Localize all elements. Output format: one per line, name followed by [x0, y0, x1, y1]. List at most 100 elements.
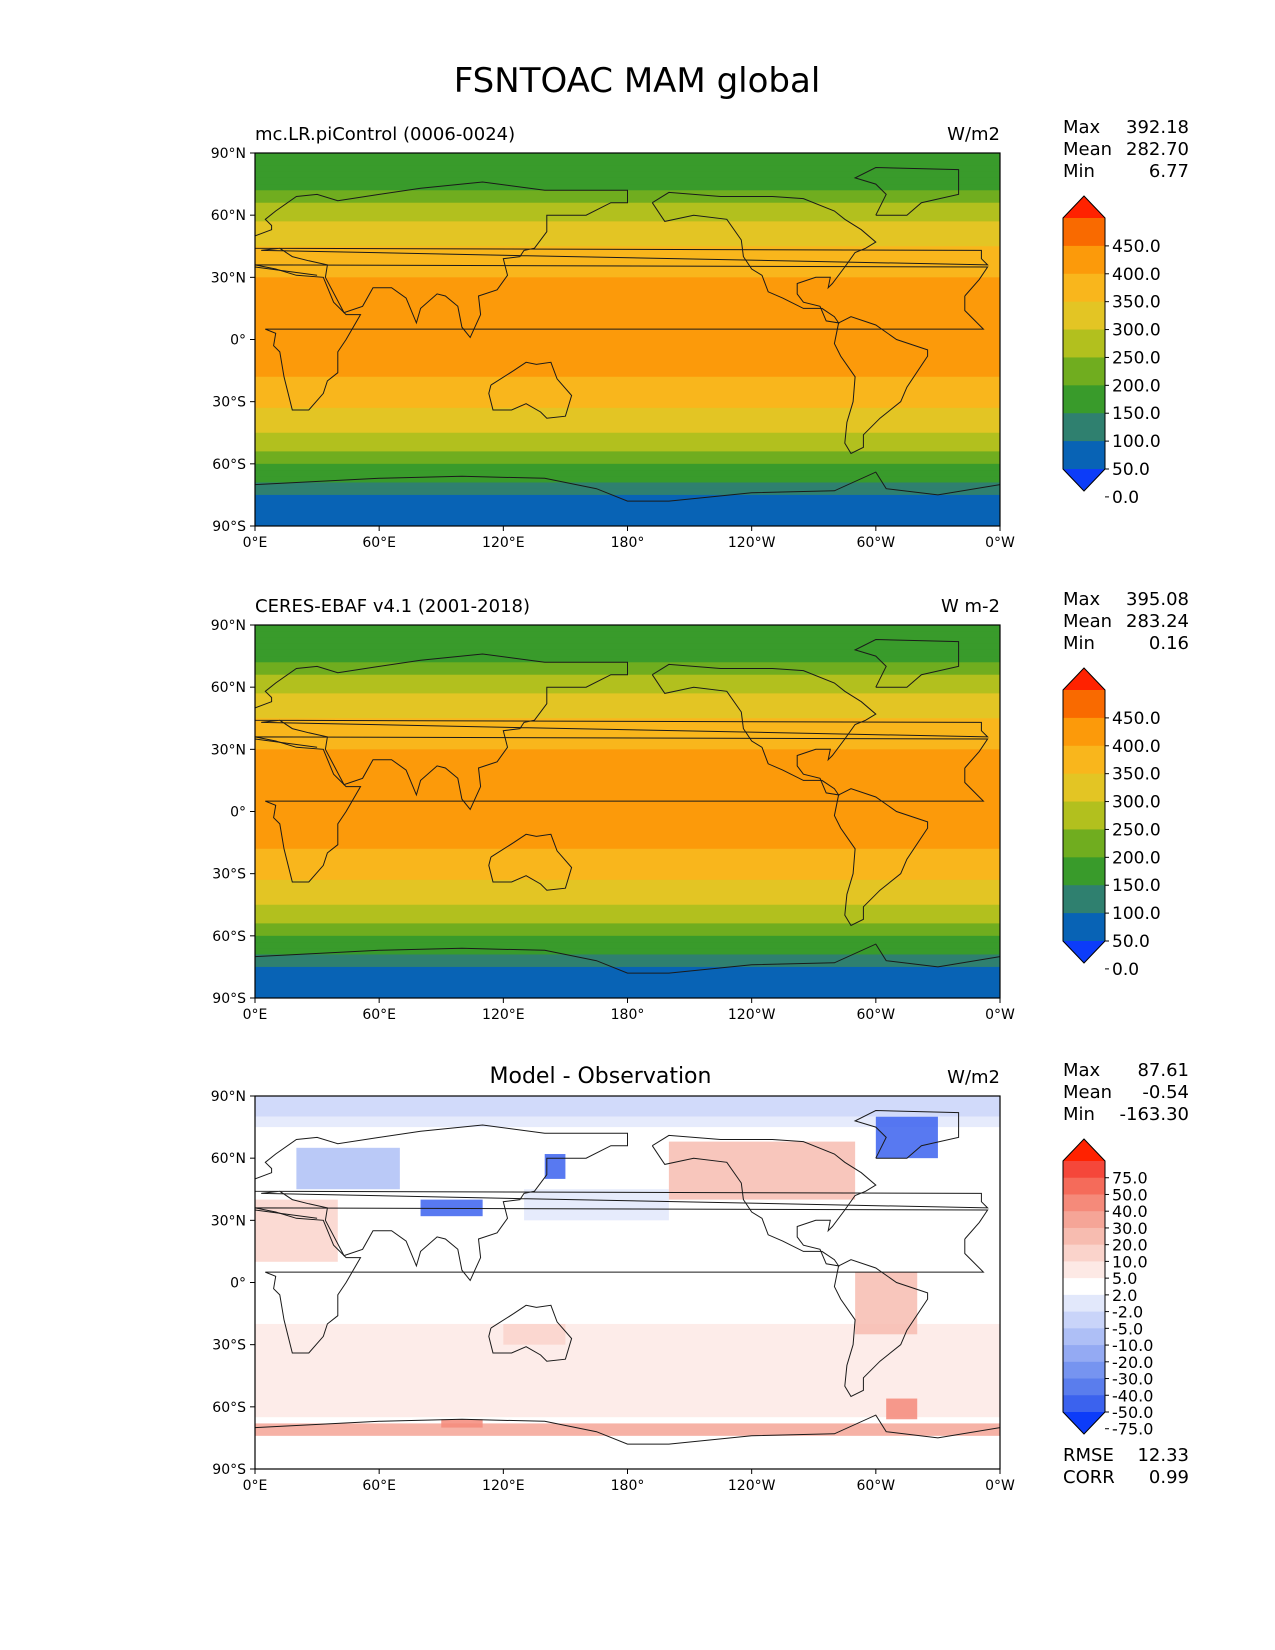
- colorbar: 75.050.040.030.020.010.05.02.0-2.0-5.0-1…: [1062, 1138, 1153, 1439]
- zonal-band: [255, 687, 1000, 694]
- colorbar-tick-label: 350.0: [1112, 293, 1161, 313]
- colorbar-segment: [1063, 1211, 1105, 1229]
- zonal-band: [255, 817, 1000, 825]
- zonal-band: [255, 227, 1000, 235]
- zonal-band: [255, 855, 1000, 862]
- difference-patch: [524, 1189, 669, 1221]
- coastline-greenland: [853, 166, 960, 216]
- zonal-band: [255, 395, 1000, 403]
- zonal-band: [255, 501, 1000, 508]
- zonal-band: [255, 625, 1000, 632]
- colorbar-tick-label: -10.0: [1112, 1336, 1153, 1355]
- colorbar-outline: [1062, 667, 1106, 964]
- lon-tick-label: 120°E: [482, 1478, 525, 1494]
- colorbar-segment: [1063, 1378, 1105, 1396]
- zonal-band: [255, 445, 1000, 452]
- panel-2: CERES-EBAF v4.1 (2001-2018) W m-2 90°N 60°N…: [211, 589, 1189, 1023]
- zonal-band: [255, 985, 1000, 993]
- lat-tick-label: 30°S: [212, 1338, 246, 1354]
- colorbar-tick-label: -40.0: [1112, 1386, 1153, 1405]
- lon-tick-label: 0°E: [243, 1478, 268, 1494]
- coastline-australia: [488, 1304, 573, 1362]
- difference-patch: [296, 1147, 400, 1190]
- coastline-north-america: [651, 663, 877, 796]
- zonal-band: [255, 774, 1000, 782]
- zonal-band: [255, 767, 1000, 775]
- lon-tick-label: 0°W: [985, 1478, 1015, 1494]
- stat-max-label: Max: [1063, 1060, 1101, 1081]
- panel-units: W/m2: [947, 124, 1000, 145]
- zonal-band: [255, 414, 1000, 421]
- zonal-band: [255, 327, 1000, 334]
- zonal-band: [255, 289, 1000, 297]
- stat-mean-label: Mean: [1063, 611, 1112, 632]
- colorbar-tick-label: 0.0: [1112, 488, 1139, 508]
- coastline-north-america: [651, 191, 877, 324]
- zonal-band: [255, 258, 1000, 266]
- zonal-band: [255, 184, 1000, 191]
- colorbar-segment: [1063, 1361, 1105, 1380]
- zonal-band: [255, 836, 1000, 844]
- stat-mean-value: 282.70: [1126, 139, 1189, 160]
- coastline-north-america: [651, 1134, 877, 1267]
- zonal-band: [255, 904, 1000, 912]
- difference-patch: [875, 1116, 938, 1159]
- map-field: [255, 1096, 1000, 1469]
- zonal-band: [255, 811, 1000, 819]
- zonal-band: [255, 295, 1000, 303]
- zonal-band: [255, 513, 1000, 521]
- zonal-band: [255, 942, 1000, 949]
- zonal-band: [255, 643, 1000, 651]
- zonal-band: [255, 208, 1000, 216]
- lon-tick-label: 60°W: [856, 535, 895, 551]
- map-field: [255, 625, 1000, 998]
- colorbar-segment: [1063, 1244, 1105, 1262]
- zonal-band: [255, 923, 1000, 931]
- colorbar-segment: [1063, 1278, 1105, 1296]
- difference-patch: [255, 1096, 1000, 1117]
- difference-patch: [855, 1272, 918, 1335]
- lat-tick-label: 30°N: [211, 270, 246, 286]
- colorbar-segment: [1063, 441, 1105, 470]
- zonal-band: [255, 848, 1000, 856]
- panel-title: CERES-EBAF v4.1 (2001-2018): [255, 596, 530, 617]
- zonal-band: [255, 470, 1000, 477]
- lat-tick-label: 90°N: [211, 146, 246, 162]
- colorbar-tick-label: 200.0: [1112, 376, 1161, 396]
- zonal-band: [255, 979, 1000, 987]
- colorbar-segment: [1063, 245, 1105, 275]
- colorbar-segment: [1063, 1345, 1105, 1363]
- coastline-south-america: [833, 316, 929, 455]
- panel-units: W/m2: [947, 1067, 1000, 1088]
- lat-tick-label: 30°S: [212, 867, 246, 883]
- lon-tick-label: 0°W: [985, 535, 1015, 551]
- panel-units: W m-2: [941, 596, 1000, 617]
- zonal-band: [255, 637, 1000, 645]
- lon-tick-label: 120°W: [728, 535, 776, 551]
- difference-patch: [255, 1116, 1000, 1128]
- colorbar-over-segment: [1063, 196, 1105, 218]
- stat-max-value: 392.18: [1126, 117, 1189, 138]
- coastline-africa: [255, 1207, 989, 1354]
- coastline-eurasia: [255, 653, 989, 811]
- zonal-band: [255, 631, 1000, 639]
- colorbar-tick-label: 5.0: [1112, 1269, 1137, 1288]
- zonal-band: [255, 376, 1000, 384]
- figure-title: FSNTOAC MAM global: [454, 61, 821, 101]
- lat-tick-label: 60°N: [211, 1151, 246, 1167]
- lat-tick-label: 30°N: [211, 1213, 246, 1229]
- colorbar-tick-label: -75.0: [1112, 1420, 1153, 1439]
- zonal-band: [255, 805, 1000, 813]
- difference-patch: [503, 1323, 566, 1345]
- zonal-band: [255, 339, 1000, 347]
- zonal-band: [255, 314, 1000, 322]
- colorbar-segment: [1063, 357, 1105, 386]
- colorbar-tick-label: 100.0: [1112, 904, 1161, 924]
- zonal-band: [255, 177, 1000, 185]
- zonal-band: [255, 171, 1000, 179]
- zonal-band: [255, 271, 1000, 278]
- difference-patch: [255, 1323, 1000, 1418]
- coastline-antarctica: [255, 943, 1000, 974]
- colorbar-segment: [1063, 273, 1105, 303]
